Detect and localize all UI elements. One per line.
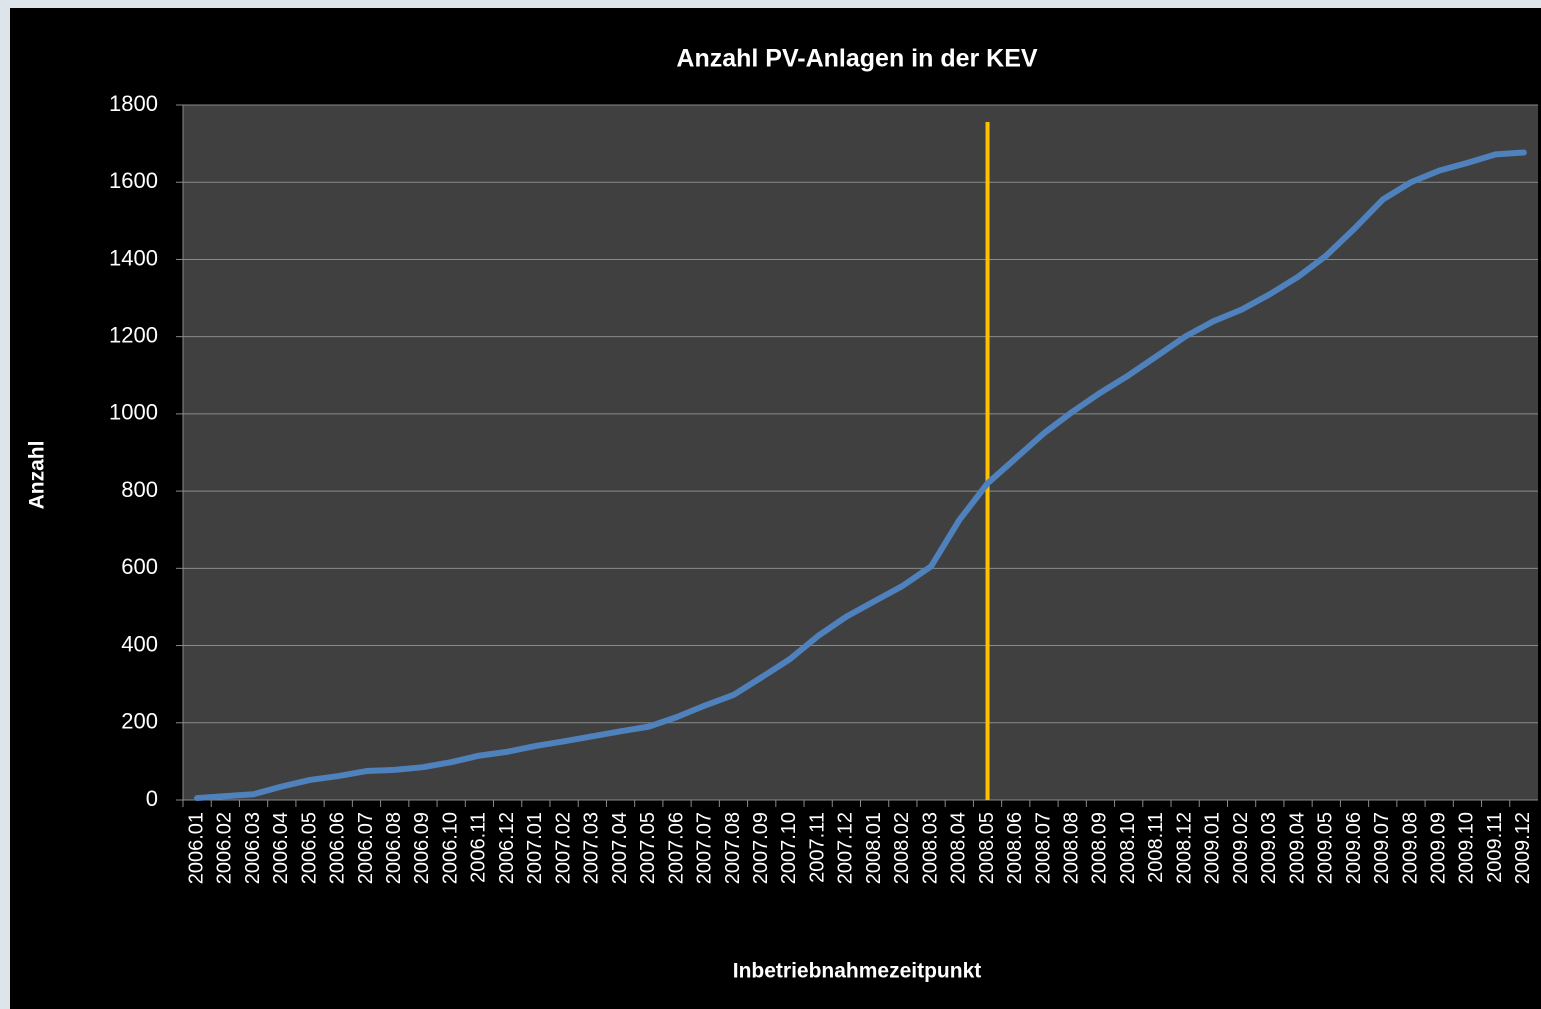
y-tick-label: 1400 <box>109 245 158 270</box>
y-tick-label: 400 <box>121 631 158 656</box>
x-tick-label: 2008.08 <box>1061 812 1083 884</box>
x-tick-label: 2006.12 <box>496 812 518 884</box>
x-tick-label: 2009.10 <box>1456 812 1478 884</box>
x-tick-label: 2009.05 <box>1315 812 1337 884</box>
x-axis-label: Inbetriebnahmezeitpunkt <box>733 960 982 983</box>
x-tick-label: 2008.09 <box>1089 812 1111 884</box>
y-tick-label: 200 <box>121 709 158 734</box>
x-tick-label: 2007.05 <box>637 812 659 884</box>
x-tick-label: 2009.12 <box>1512 812 1534 884</box>
x-tick-label: 2007.07 <box>694 812 716 884</box>
x-tick-label: 2008.06 <box>1004 812 1026 884</box>
y-tick-label: 1600 <box>109 168 158 193</box>
x-tick-label: 2008.04 <box>948 812 970 884</box>
y-axis-label: Anzahl <box>26 441 49 510</box>
x-tick-label: 2006.02 <box>214 812 236 884</box>
x-tick-label: 2006.01 <box>185 812 207 884</box>
plot-area <box>183 105 1538 800</box>
x-tick-label: 2006.11 <box>468 812 490 883</box>
x-tick-label: 2008.05 <box>976 812 998 884</box>
x-tick-label: 2009.09 <box>1427 812 1449 884</box>
data-line <box>194 149 1527 802</box>
x-tick-label: 2008.02 <box>891 812 913 884</box>
x-tick-label: 2007.02 <box>552 812 574 884</box>
x-tick-label: 2007.04 <box>609 812 631 884</box>
y-tick-label: 1800 <box>109 91 158 116</box>
y-tick-label: 0 <box>146 786 158 811</box>
x-tick-label: 2009.02 <box>1230 812 1252 884</box>
x-tick-label: 2006.10 <box>439 812 461 884</box>
x-tick-label: 2008.03 <box>919 812 941 884</box>
x-tick-label: 2007.09 <box>750 812 772 884</box>
y-tick-label: 800 <box>121 477 158 502</box>
y-tick-label: 1000 <box>109 400 158 425</box>
x-tick-label: 2009.07 <box>1371 812 1393 884</box>
x-tick-label: 2008.12 <box>1173 812 1195 884</box>
x-tick-label: 2009.03 <box>1258 812 1280 884</box>
x-tick-label: 2008.11 <box>1145 812 1167 883</box>
x-tick-label: 2007.11 <box>806 812 828 883</box>
y-tick-label: 1200 <box>109 322 158 347</box>
x-tick-label: 2006.03 <box>242 812 264 884</box>
chart-title: Anzahl PV-Anlagen in der KEV <box>676 45 1037 73</box>
x-tick-label: 2007.01 <box>524 812 546 884</box>
x-tick-label: 2008.01 <box>863 812 885 884</box>
x-tick-label: 2009.11 <box>1484 812 1506 883</box>
x-tick-label: 2006.09 <box>411 812 433 884</box>
x-tick-label: 2007.06 <box>665 812 687 884</box>
x-tick-label: 2009.01 <box>1202 812 1224 884</box>
x-tick-label: 2009.04 <box>1286 812 1308 884</box>
x-tick-label: 2009.06 <box>1343 812 1365 884</box>
x-tick-label: 2009.08 <box>1399 812 1421 884</box>
x-tick-label: 2008.07 <box>1032 812 1054 884</box>
x-tick-label: 2007.10 <box>778 812 800 884</box>
y-tick-label: 600 <box>121 554 158 579</box>
x-tick-label: 2008.10 <box>1117 812 1139 884</box>
x-tick-label: 2006.05 <box>298 812 320 884</box>
x-tick-label: 2007.08 <box>722 812 744 884</box>
x-tick-label: 2007.03 <box>581 812 603 884</box>
x-tick-label: 2006.06 <box>327 812 349 884</box>
x-tick-label: 2007.12 <box>835 812 857 884</box>
x-tick-label: 2006.07 <box>355 812 377 884</box>
x-tick-label: 2006.04 <box>270 812 292 884</box>
x-tick-label: 2006.08 <box>383 812 405 884</box>
